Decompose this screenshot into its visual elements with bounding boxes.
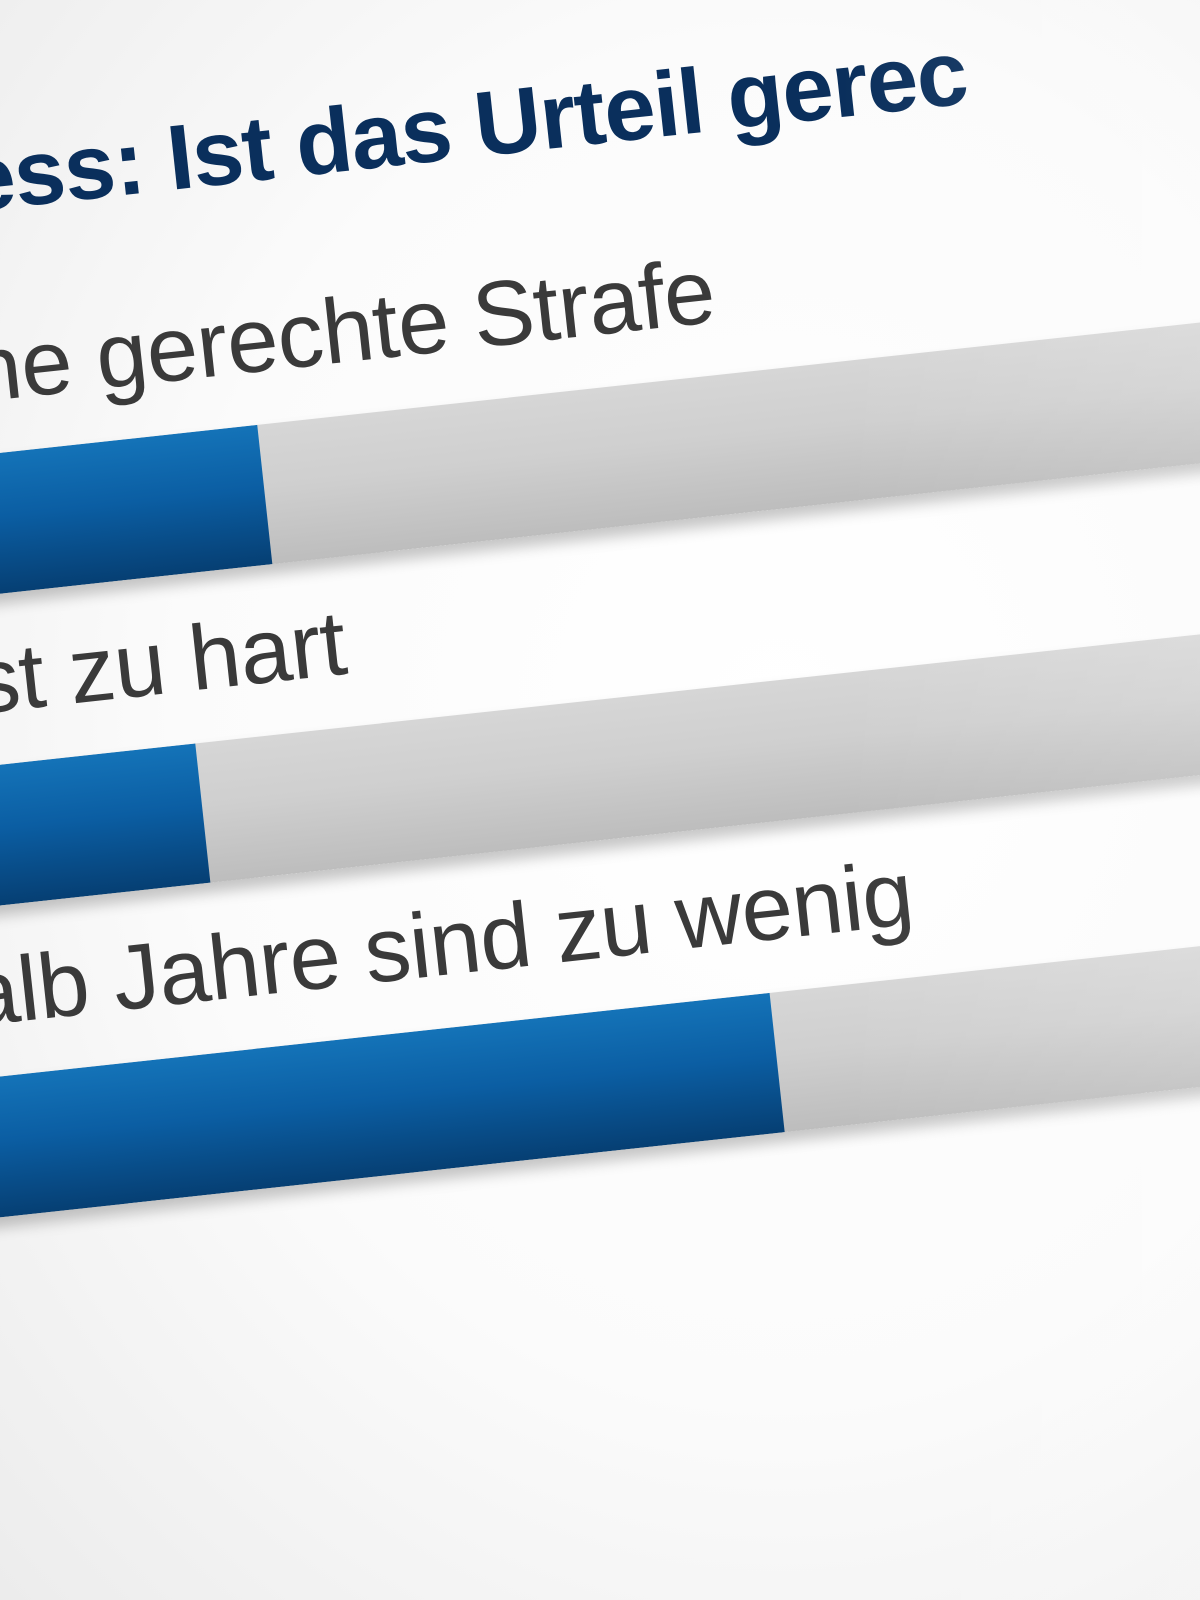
result-bar-fill xyxy=(0,424,273,608)
poll-widget: rozess: Ist das Urteil gerec t eine gere… xyxy=(0,22,1200,1224)
result-bar-fill xyxy=(0,743,211,916)
